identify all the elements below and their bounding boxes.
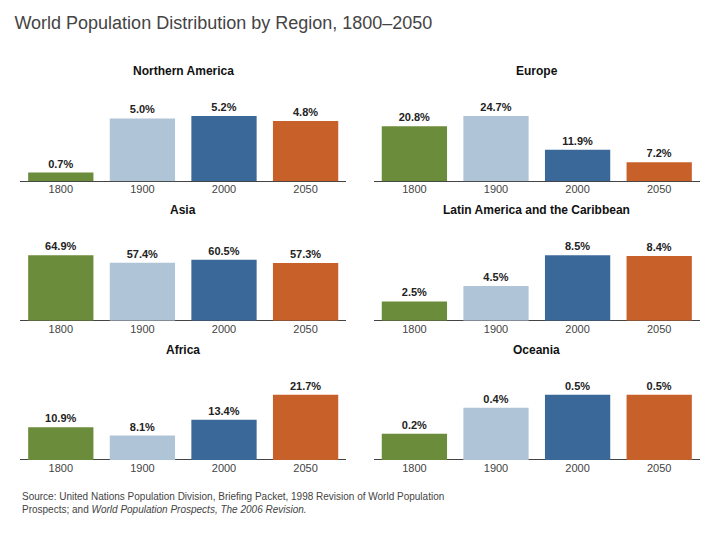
svg-text:57.3%: 57.3% — [290, 248, 321, 260]
svg-text:4.5%: 4.5% — [483, 271, 508, 283]
svg-text:8.5%: 8.5% — [565, 240, 590, 252]
svg-text:2000: 2000 — [212, 183, 236, 195]
svg-text:1900: 1900 — [484, 462, 508, 474]
svg-text:4.8%: 4.8% — [293, 106, 318, 118]
svg-text:11.9%: 11.9% — [562, 135, 593, 147]
svg-text:1900: 1900 — [130, 462, 154, 474]
svg-text:2050: 2050 — [647, 323, 671, 335]
svg-text:64.9%: 64.9% — [45, 240, 76, 252]
svg-text:21.7%: 21.7% — [290, 380, 321, 392]
svg-text:2000: 2000 — [212, 323, 236, 335]
svg-text:13.4%: 13.4% — [208, 405, 239, 417]
svg-text:Source: United Nations Populat: Source: United Nations Population Divisi… — [22, 491, 444, 515]
svg-text:8.4%: 8.4% — [647, 241, 672, 253]
svg-text:57.4%: 57.4% — [127, 248, 158, 260]
svg-text:1800: 1800 — [49, 183, 73, 195]
svg-text:24.7%: 24.7% — [480, 101, 511, 113]
svg-text:10.9%: 10.9% — [45, 412, 76, 424]
svg-text:5.2%: 5.2% — [211, 101, 236, 113]
svg-text:2000: 2000 — [565, 323, 589, 335]
svg-text:1900: 1900 — [130, 323, 154, 335]
svg-text:20.8%: 20.8% — [399, 111, 430, 123]
svg-text:8.1%: 8.1% — [130, 421, 155, 433]
svg-text:0.5%: 0.5% — [647, 380, 672, 392]
svg-text:1900: 1900 — [484, 323, 508, 335]
svg-text:2050: 2050 — [647, 462, 671, 474]
svg-text:Europe: Europe — [516, 64, 558, 78]
svg-text:2000: 2000 — [565, 183, 589, 195]
svg-text:0.5%: 0.5% — [565, 380, 590, 392]
svg-text:0.7%: 0.7% — [48, 158, 73, 170]
svg-text:1800: 1800 — [49, 323, 73, 335]
svg-text:2.5%: 2.5% — [402, 286, 427, 298]
svg-text:1800: 1800 — [402, 323, 426, 335]
svg-text:7.2%: 7.2% — [647, 147, 672, 159]
svg-text:2000: 2000 — [565, 462, 589, 474]
svg-text:0.2%: 0.2% — [402, 419, 427, 431]
svg-text:2050: 2050 — [647, 183, 671, 195]
svg-text:1800: 1800 — [49, 462, 73, 474]
svg-text:Africa: Africa — [166, 343, 200, 357]
svg-text:0.4%: 0.4% — [483, 393, 508, 405]
svg-text:1800: 1800 — [402, 183, 426, 195]
svg-text:2050: 2050 — [293, 462, 317, 474]
svg-text:Asia: Asia — [170, 203, 196, 217]
svg-text:60.5%: 60.5% — [208, 245, 239, 257]
svg-text:2050: 2050 — [293, 323, 317, 335]
svg-text:5.0%: 5.0% — [130, 103, 155, 115]
svg-text:2000: 2000 — [212, 462, 236, 474]
svg-text:Latin America and the Caribbea: Latin America and the Caribbean — [443, 203, 630, 217]
svg-text:Northern America: Northern America — [133, 64, 234, 78]
svg-text:Oceania: Oceania — [513, 343, 560, 357]
svg-text:1900: 1900 — [130, 183, 154, 195]
svg-text:1900: 1900 — [484, 183, 508, 195]
svg-text:World Population Distribution: World Population Distribution by Region,… — [14, 13, 432, 33]
svg-text:1800: 1800 — [402, 462, 426, 474]
svg-text:2050: 2050 — [293, 183, 317, 195]
